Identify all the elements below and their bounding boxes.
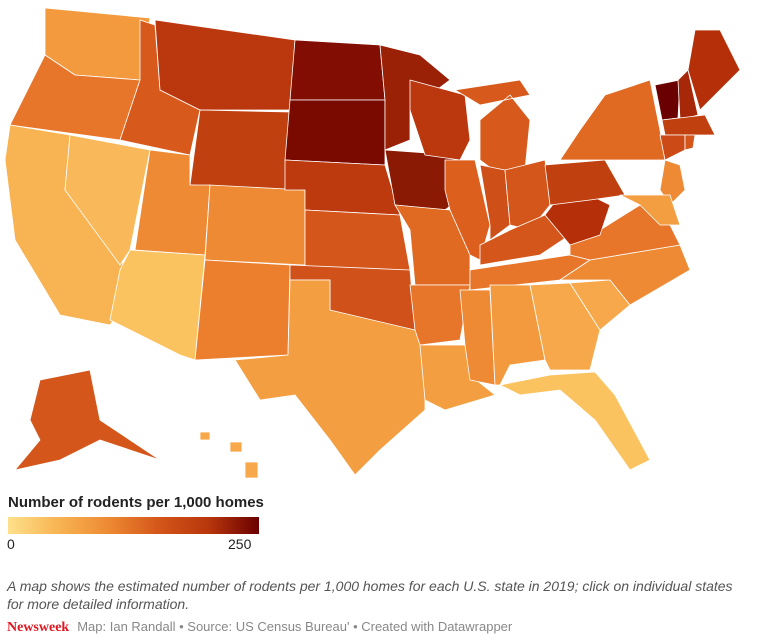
state-ri[interactable] — [684, 134, 696, 151]
state-ma[interactable] — [661, 114, 716, 136]
state-ar[interactable] — [409, 284, 471, 346]
state-wy[interactable] — [189, 109, 291, 191]
legend-title: Number of rodents per 1,000 homes — [8, 494, 264, 511]
state-md[interactable] — [619, 194, 681, 226]
state-vt[interactable] — [654, 79, 681, 121]
state-fl[interactable] — [499, 371, 651, 471]
legend-max-label: 250 — [228, 536, 252, 552]
state-sd[interactable] — [284, 99, 386, 166]
state-ms[interactable] — [459, 289, 496, 386]
state-pa[interactable] — [544, 159, 626, 206]
footer: Newsweek Map: Ian Randall • Source: US Ce… — [7, 619, 512, 636]
state-az[interactable] — [109, 249, 206, 361]
newsweek-logo[interactable]: Newsweek — [7, 620, 70, 635]
state-ak[interactable] — [14, 369, 161, 471]
state-il[interactable] — [444, 159, 491, 261]
state-co[interactable] — [204, 184, 306, 266]
state-tx[interactable] — [234, 279, 426, 476]
state-ks[interactable] — [304, 209, 411, 271]
state-in[interactable] — [479, 164, 511, 241]
state-nd[interactable] — [289, 39, 386, 101]
state-hi[interactable] — [199, 431, 259, 479]
us-choropleth-map[interactable] — [0, 0, 768, 490]
state-nh[interactable] — [677, 69, 699, 121]
state-va[interactable] — [569, 204, 681, 261]
legend-min-label: 0 — [7, 536, 15, 552]
state-nm[interactable] — [194, 259, 291, 361]
state-nv[interactable] — [64, 134, 151, 266]
map-description: A map shows the estimated number of rode… — [7, 578, 733, 612]
legend-color-bar — [8, 517, 259, 534]
state-ny[interactable] — [559, 79, 666, 161]
state-mt[interactable] — [154, 19, 296, 111]
footer-credits: Map: Ian Randall • Source: US Census Bur… — [77, 619, 513, 634]
state-nj[interactable] — [659, 159, 686, 206]
state-me[interactable] — [687, 29, 741, 111]
